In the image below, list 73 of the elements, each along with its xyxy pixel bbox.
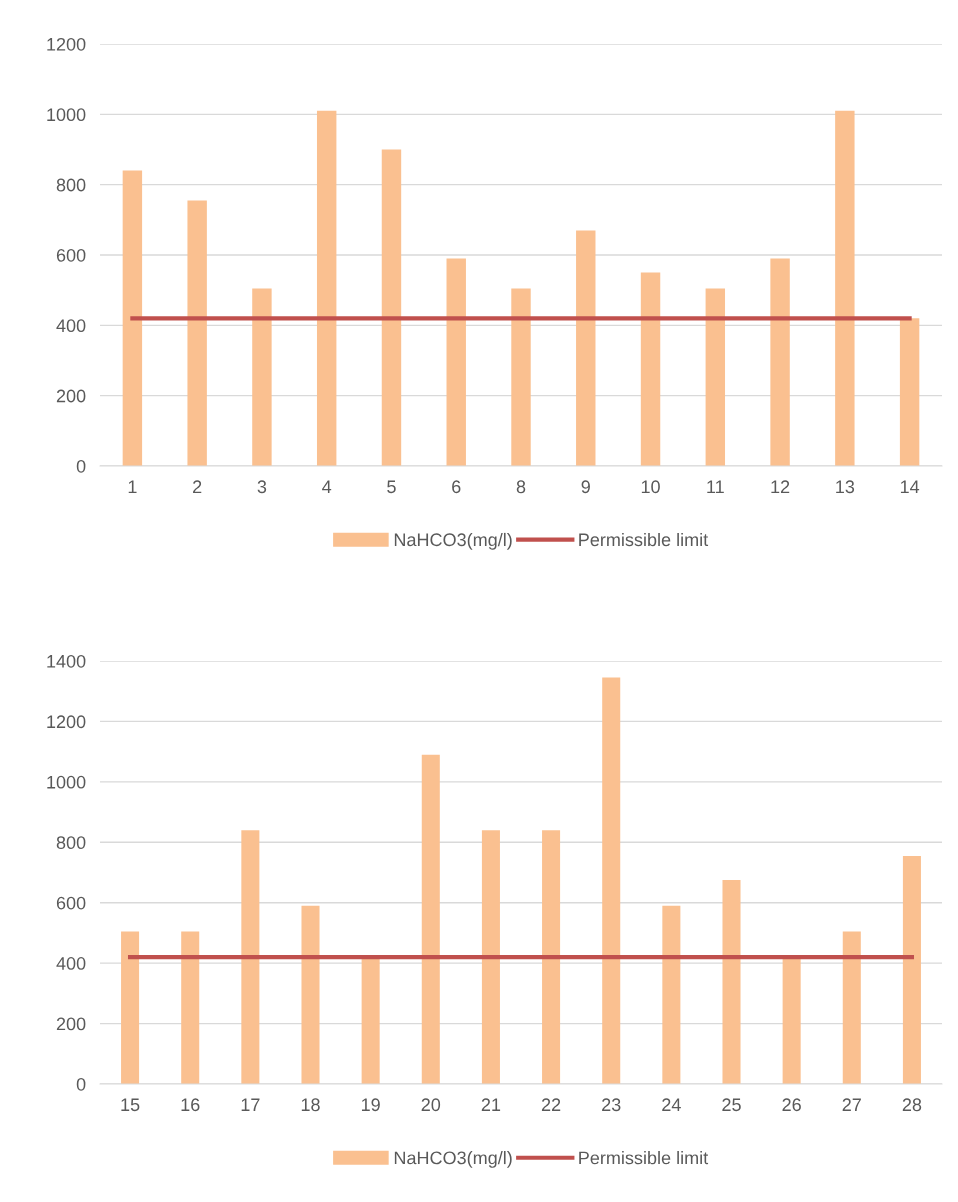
bar	[705, 288, 726, 466]
y-tick-label: 1400	[47, 654, 86, 668]
bar	[381, 149, 402, 466]
y-tick-label: 1200	[47, 37, 86, 51]
bar	[241, 830, 260, 1084]
x-tick-label: 17	[241, 1098, 260, 1111]
x-tick-label: 28	[902, 1098, 922, 1112]
bar	[835, 110, 855, 466]
x-tick-label: 24	[662, 1098, 681, 1111]
x-tick-label: 5	[387, 480, 396, 494]
x-tick-label: 1	[128, 480, 137, 493]
x-tick-label: 19	[361, 1098, 380, 1112]
bar	[316, 110, 337, 466]
x-tick-label: 9	[581, 480, 590, 494]
x-tick-label: 21	[481, 1098, 501, 1111]
bar	[842, 931, 861, 1084]
bar	[899, 318, 920, 466]
y-tick-label: 200	[56, 389, 86, 403]
y-tick-label: 1000	[47, 775, 86, 789]
bar	[576, 230, 596, 466]
x-tick-label: 23	[602, 1098, 621, 1112]
bar	[187, 200, 207, 466]
legend-label: Permissible limit	[579, 532, 709, 547]
y-tick-label: 800	[56, 178, 86, 192]
x-tick-label: 8	[516, 480, 526, 494]
y-tick-label: 400	[56, 319, 86, 333]
legend-label: NaHCO3(mg/l)	[394, 1151, 512, 1168]
x-tick-label: 14	[900, 480, 920, 493]
legend-label: Permissible limit	[579, 1151, 709, 1165]
x-tick-label: 25	[722, 1098, 741, 1112]
bar	[511, 288, 531, 466]
bar	[902, 855, 921, 1084]
y-tick-label: 800	[56, 836, 86, 850]
y-tick-label: 0	[76, 1077, 86, 1091]
x-tick-label: 10	[641, 480, 660, 494]
bar	[722, 880, 741, 1084]
x-tick-label: 4	[322, 480, 332, 493]
x-tick-label: 15	[121, 1098, 140, 1112]
y-tick-label: 0	[76, 459, 86, 473]
x-tick-label: 12	[771, 480, 790, 493]
y-tick-label: 1000	[47, 108, 86, 122]
x-tick-label: 20	[421, 1098, 441, 1112]
bar	[122, 170, 143, 466]
x-tick-label: 16	[181, 1098, 200, 1112]
y-tick-label: 600	[56, 248, 86, 262]
x-tick-label: 13	[836, 480, 855, 494]
y-tick-label: 400	[56, 957, 86, 970]
bar	[421, 754, 440, 1084]
x-tick-label: 27	[842, 1098, 861, 1111]
bar	[782, 957, 801, 1084]
y-tick-label: 200	[56, 1017, 86, 1031]
bar	[602, 677, 621, 1084]
bar	[446, 258, 466, 466]
bar	[662, 905, 681, 1084]
y-tick-label: 1200	[47, 715, 86, 729]
x-tick-label: 6	[452, 480, 461, 494]
bar	[481, 830, 500, 1084]
bar	[252, 288, 272, 466]
x-tick-label: 22	[541, 1098, 561, 1111]
bar	[770, 258, 790, 466]
bar	[181, 931, 200, 1084]
bar	[542, 830, 561, 1084]
x-tick-label: 26	[782, 1098, 801, 1112]
bar	[640, 272, 661, 466]
x-tick-label: 11	[707, 480, 724, 493]
bar	[361, 957, 380, 1084]
x-tick-label: 3	[257, 480, 267, 494]
bar	[301, 905, 320, 1084]
x-tick-label: 18	[301, 1098, 320, 1112]
x-tick-label: 2	[193, 480, 202, 493]
legend-label: NaHCO3(mg/l)	[394, 532, 512, 550]
bar	[121, 931, 140, 1084]
y-tick-label: 600	[56, 896, 86, 910]
